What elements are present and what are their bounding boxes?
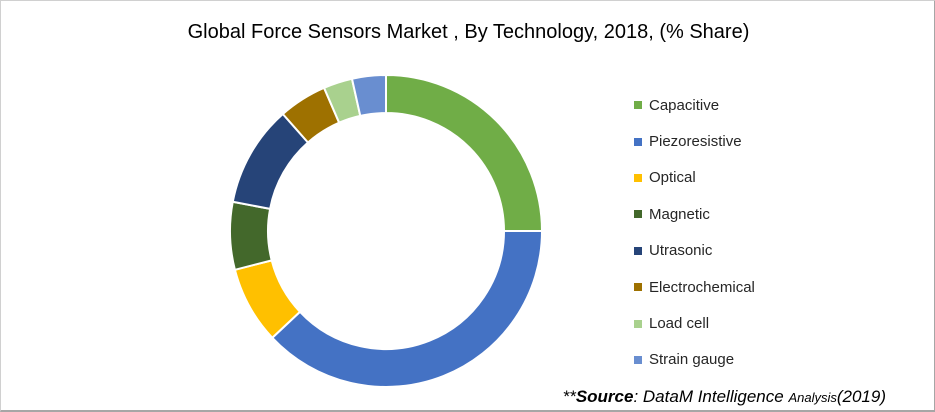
legend-item: Magnetic	[634, 196, 755, 232]
source-year: (2019)	[836, 387, 886, 406]
source-prefix: **	[562, 387, 576, 406]
slice-capacitive	[385, 73, 544, 232]
legend-swatch	[634, 246, 642, 255]
legend-label: Strain gauge	[649, 351, 735, 369]
source-name: DataM Intelligence	[642, 387, 789, 406]
slice-magnetic	[229, 200, 273, 272]
source-note: **Source: DataM Intelligence Analysis(20…	[563, 387, 886, 407]
source-suffix: Analysis	[788, 390, 837, 405]
legend-item: Optical	[634, 160, 755, 196]
legend-item: Electrochemical	[634, 269, 755, 305]
legend-swatch	[634, 173, 642, 182]
legend-label: Electrochemical	[649, 278, 755, 296]
legend-item: Strain gauge	[634, 342, 755, 378]
source-sep: :	[633, 387, 643, 406]
legend-label: Utrasonic	[649, 242, 713, 260]
legend-swatch	[634, 283, 642, 292]
legend-swatch	[634, 101, 642, 110]
legend-item: Utrasonic	[634, 233, 755, 269]
legend-item: Capacitive	[634, 87, 755, 123]
legend-label: Capacitive	[649, 96, 720, 114]
legend-swatch	[634, 355, 642, 364]
slice-strain-gauge	[350, 73, 387, 118]
legend: Capacitive Piezoresistive Optical Magnetic U…	[634, 87, 755, 378]
legend-item: Piezoresistive	[634, 123, 755, 159]
legend-label: Load cell	[649, 315, 710, 333]
legend-swatch	[634, 137, 642, 146]
legend-label: Magnetic	[649, 205, 710, 223]
legend-label: Piezoresistive	[649, 133, 742, 151]
slice-piezoresistive	[270, 230, 544, 388]
legend-label: Optical	[649, 169, 696, 187]
source-label: Source	[575, 387, 634, 406]
legend-swatch	[634, 210, 642, 219]
legend-swatch	[634, 319, 642, 328]
chart-title: Global Force Sensors Market , By Technol…	[187, 21, 750, 43]
legend-item: Load cell	[634, 305, 755, 341]
